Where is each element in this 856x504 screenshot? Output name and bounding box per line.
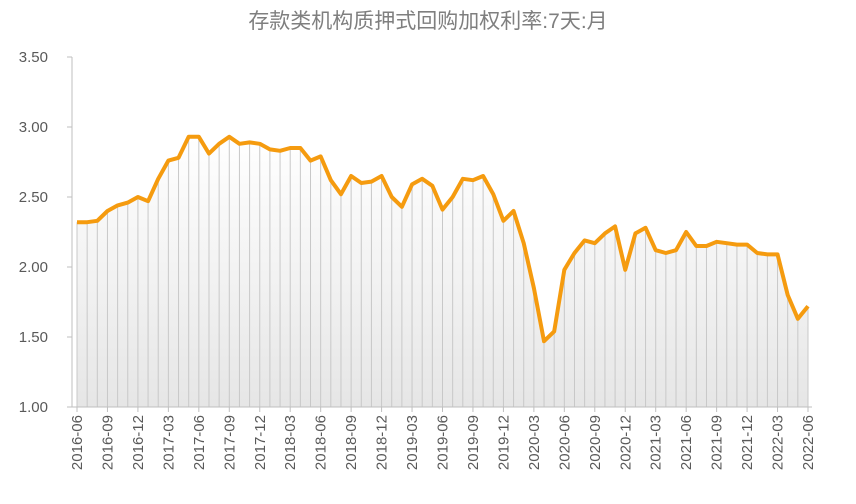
x-tick-label: 2018-03 bbox=[282, 415, 299, 470]
x-tick-label: 2017-12 bbox=[252, 415, 269, 470]
y-tick-label: 1.50 bbox=[19, 329, 48, 346]
x-tick-label: 2019-03 bbox=[404, 415, 421, 470]
chart-title: 存款类机构质押式回购加权利率:7天:月 bbox=[248, 10, 607, 33]
y-tick-label: 3.00 bbox=[19, 119, 48, 136]
x-tick-label: 2020-06 bbox=[556, 415, 573, 470]
x-tick-label: 2021-12 bbox=[739, 415, 756, 470]
x-tick-label: 2019-09 bbox=[465, 415, 482, 470]
x-tick-label: 2017-09 bbox=[221, 415, 238, 470]
x-tick-label: 2017-03 bbox=[160, 415, 177, 470]
x-tick-label: 2018-12 bbox=[374, 415, 391, 470]
x-tick-label: 2017-06 bbox=[191, 415, 208, 470]
y-tick-label: 2.00 bbox=[19, 259, 48, 276]
x-tick-label: 2020-09 bbox=[587, 415, 604, 470]
line-series bbox=[77, 134, 810, 344]
y-tick-label: 2.50 bbox=[19, 189, 48, 206]
x-tick-label: 2020-03 bbox=[526, 415, 543, 470]
x-tick-label: 2021-06 bbox=[678, 415, 695, 470]
x-tick-label: 2019-06 bbox=[435, 415, 452, 470]
x-tick-label: 2021-09 bbox=[709, 415, 726, 470]
x-tick-label: 2020-12 bbox=[617, 415, 634, 470]
x-tick-label: 2018-06 bbox=[313, 415, 330, 470]
x-tick-label: 2016-09 bbox=[99, 415, 116, 470]
x-tick-label: 2021-03 bbox=[648, 415, 665, 470]
x-tick-label: 2019-12 bbox=[495, 415, 512, 470]
x-tick-label: 2022-06 bbox=[800, 415, 817, 470]
x-tick-label: 2016-06 bbox=[69, 415, 86, 470]
x-tick-label: 2016-12 bbox=[130, 415, 147, 470]
y-tick-label: 3.50 bbox=[19, 49, 48, 66]
x-tick-label: 2022-03 bbox=[770, 415, 787, 470]
y-tick-label: 1.00 bbox=[19, 399, 48, 416]
x-tick-label: 2018-09 bbox=[343, 415, 360, 470]
